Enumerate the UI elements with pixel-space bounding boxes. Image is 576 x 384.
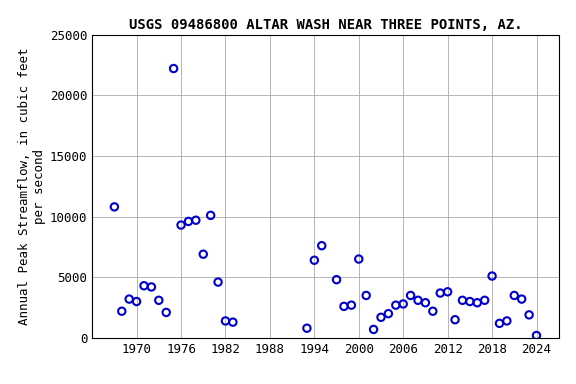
Point bbox=[199, 251, 208, 257]
Point bbox=[184, 218, 193, 225]
Point bbox=[354, 256, 363, 262]
Point bbox=[206, 212, 215, 218]
Point bbox=[443, 289, 452, 295]
Point bbox=[517, 296, 526, 302]
Point bbox=[399, 301, 408, 307]
Point bbox=[376, 314, 385, 320]
Point bbox=[525, 312, 534, 318]
Point bbox=[532, 333, 541, 339]
Point bbox=[139, 283, 149, 289]
Point bbox=[495, 320, 504, 326]
Point bbox=[458, 297, 467, 303]
Point bbox=[124, 296, 134, 302]
Point bbox=[406, 292, 415, 298]
Title: USGS 09486800 ALTAR WASH NEAR THREE POINTS, AZ.: USGS 09486800 ALTAR WASH NEAR THREE POIN… bbox=[128, 18, 522, 32]
Point bbox=[214, 279, 223, 285]
Point bbox=[332, 276, 341, 283]
Point bbox=[435, 290, 445, 296]
Point bbox=[310, 257, 319, 263]
Point bbox=[428, 308, 437, 314]
Point bbox=[465, 298, 475, 305]
Point bbox=[117, 308, 126, 314]
Point bbox=[384, 311, 393, 317]
Point bbox=[191, 217, 200, 223]
Point bbox=[162, 310, 171, 316]
Point bbox=[473, 300, 482, 306]
Point bbox=[176, 222, 185, 228]
Point bbox=[221, 318, 230, 324]
Point bbox=[391, 302, 400, 308]
Point bbox=[414, 297, 423, 303]
Point bbox=[317, 243, 327, 249]
Point bbox=[154, 297, 164, 303]
Point bbox=[421, 300, 430, 306]
Point bbox=[362, 292, 371, 298]
Point bbox=[339, 303, 348, 310]
Point bbox=[147, 284, 156, 290]
Point bbox=[169, 65, 178, 71]
Point bbox=[369, 326, 378, 333]
Point bbox=[510, 292, 519, 298]
Point bbox=[302, 325, 312, 331]
Point bbox=[450, 317, 460, 323]
Point bbox=[110, 204, 119, 210]
Point bbox=[228, 319, 237, 325]
Point bbox=[487, 273, 497, 279]
Point bbox=[132, 298, 141, 305]
Point bbox=[480, 297, 489, 303]
Y-axis label: Annual Peak Streamflow, in cubic feet
per second: Annual Peak Streamflow, in cubic feet pe… bbox=[18, 48, 46, 325]
Point bbox=[502, 318, 511, 324]
Point bbox=[347, 302, 356, 308]
